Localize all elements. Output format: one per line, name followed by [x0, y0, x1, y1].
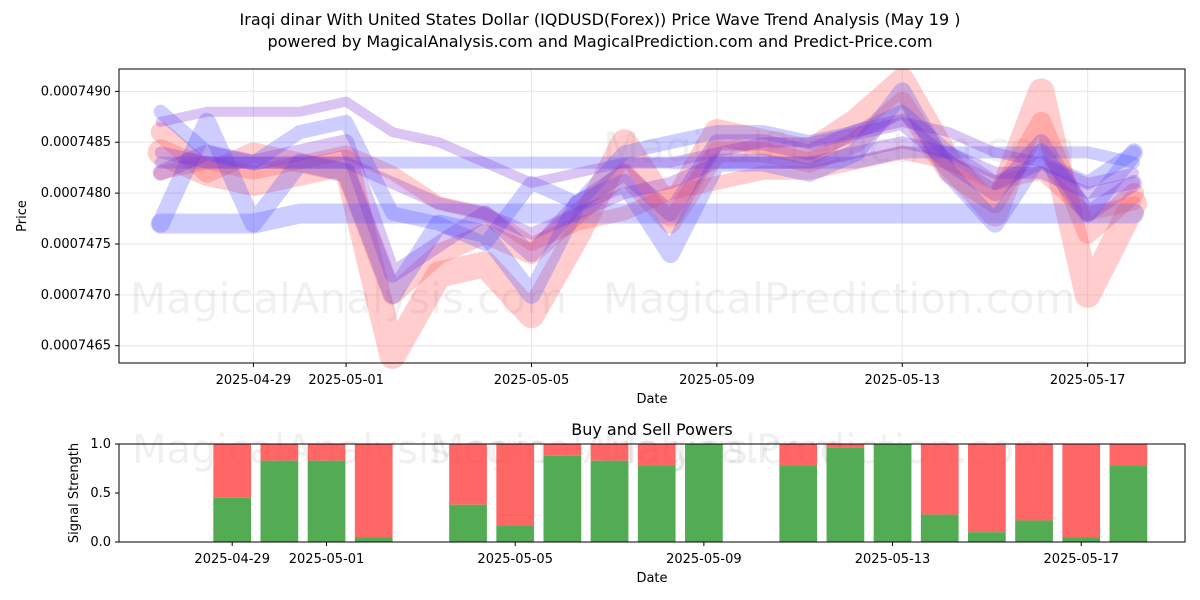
buy-power-bar	[590, 460, 629, 542]
buy-power-bar	[449, 504, 487, 542]
watermark: MagicalPrediction.com	[603, 274, 1076, 323]
price-wave-line	[152, 113, 1142, 283]
sell-power-bar	[968, 444, 1006, 533]
x-tick-label: 2025-04-29	[216, 373, 292, 388]
sell-power-bar	[213, 444, 252, 498]
watermark: MagicalPrediction.com	[603, 123, 1076, 172]
watermark: MagicalAnalysis.com	[130, 274, 567, 323]
y-tick-label: 0.0007475	[41, 237, 111, 252]
price-wave-line	[150, 91, 1144, 305]
sell-power-bar	[1109, 444, 1148, 466]
buy-power-bar	[968, 532, 1006, 542]
sell-power-bar	[920, 444, 959, 515]
sell-power-bar	[590, 444, 629, 461]
buy-power-bar	[1109, 465, 1148, 542]
buy-power-bar	[1015, 520, 1053, 542]
buy-power-bar	[260, 460, 299, 542]
y-tick-label: 0.0007490	[41, 84, 111, 99]
x-tick-label: 2025-05-17	[1043, 552, 1119, 567]
x-tick-label: 2025-05-05	[494, 373, 570, 388]
price-wave-line	[153, 145, 1141, 251]
x-tick-label: 2025-05-13	[855, 552, 931, 567]
y-tick-label: 0.0007470	[41, 288, 111, 303]
plot-area	[119, 69, 1185, 363]
y-tick-label: 0.0007480	[41, 186, 111, 201]
sell-power-bar	[1015, 444, 1053, 521]
y-tick-label: 0.0	[90, 535, 111, 550]
x-tick-label: 2025-05-01	[289, 552, 365, 567]
buy-power-bar	[920, 514, 959, 542]
y-tick-label: 1.0	[90, 437, 111, 452]
price-wave-line	[150, 203, 1144, 234]
buy-power-bar	[826, 447, 865, 542]
buy-power-bar	[354, 537, 393, 542]
y-tick-label: 0.0007485	[41, 135, 111, 150]
buy-power-bar	[213, 497, 252, 542]
sell-power-bar	[496, 444, 535, 526]
sell-power-bar	[826, 444, 865, 448]
buy-power-bar	[1062, 537, 1101, 542]
sell-power-bar	[260, 444, 299, 461]
buy-power-bar	[307, 460, 346, 542]
buy-power-bar	[637, 465, 676, 542]
x-axis-label: Date	[636, 571, 667, 586]
price-wave-line	[151, 82, 1143, 304]
x-tick-label: 2025-05-01	[308, 373, 384, 388]
chart-title: Iraqi dinar With United States Dollar (I…	[239, 10, 961, 29]
price-wave-line	[154, 146, 1140, 169]
plot-border	[118, 68, 1186, 364]
sell-power-bar	[449, 444, 487, 505]
x-tick-label: 2025-05-09	[666, 552, 742, 567]
power-chart-title: Buy and Sell Powers	[571, 420, 733, 439]
sell-power-bar	[1062, 444, 1101, 538]
x-tick-label: 2025-04-29	[194, 552, 270, 567]
buy-power-bar	[496, 525, 535, 542]
buy-power-bar	[873, 444, 912, 542]
price-wave-line	[154, 136, 1140, 240]
buy-power-bar	[543, 455, 582, 542]
price-wave-line	[147, 68, 1147, 369]
sell-power-bar	[779, 444, 818, 466]
y-tick-label: 0.5	[90, 486, 111, 501]
x-tick-label: 2025-05-13	[864, 373, 940, 388]
buy-power-bar	[779, 465, 818, 542]
y-tick-label: 0.0007465	[41, 339, 111, 354]
price-wave-line	[155, 96, 1139, 188]
sell-power-bar	[637, 444, 676, 466]
x-tick-label: 2025-05-09	[679, 373, 755, 388]
buy-power-bar	[685, 444, 723, 542]
chart-subtitle: powered by MagicalAnalysis.com and Magic…	[267, 32, 933, 51]
sell-power-bar	[543, 444, 582, 456]
x-tick-label: 2025-05-05	[477, 552, 553, 567]
x-axis-label: Date	[636, 392, 667, 407]
y-axis-label: Signal Strength	[67, 443, 82, 543]
price-wave-line	[153, 104, 1141, 251]
power-plot-border	[118, 443, 1186, 543]
y-axis-label: Price	[15, 200, 30, 232]
sell-power-bar	[354, 444, 393, 538]
sell-power-bar	[307, 444, 346, 461]
x-tick-label: 2025-05-17	[1050, 373, 1126, 388]
